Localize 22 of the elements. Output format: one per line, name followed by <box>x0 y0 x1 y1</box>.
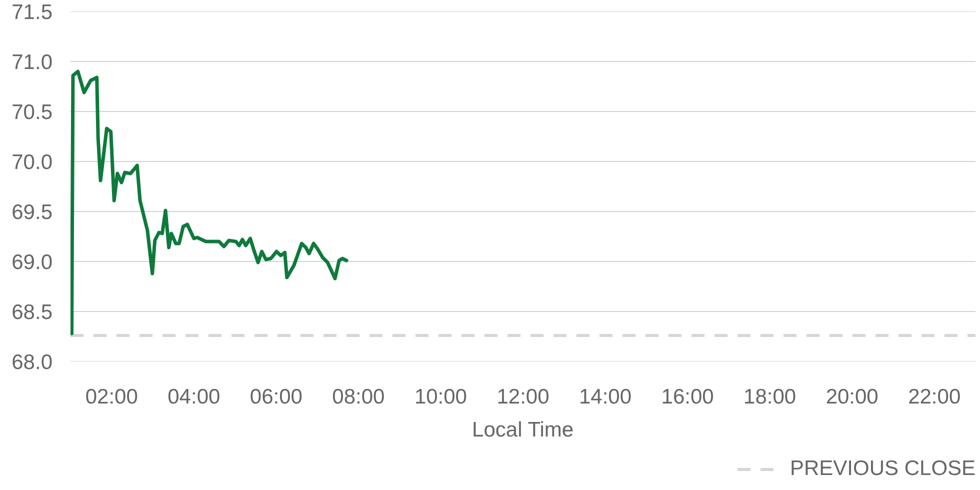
y-tick-label: 69.0 <box>12 251 53 274</box>
x-tick-label: 20:00 <box>826 386 878 408</box>
x-tick-label: 08:00 <box>332 386 385 408</box>
x-tick-label: 10:00 <box>414 386 468 408</box>
y-tick-label: 70.5 <box>12 101 53 124</box>
x-tick-label: 12:00 <box>496 386 550 408</box>
x-tick-label: 02:00 <box>85 386 138 408</box>
y-tick-label: 70.0 <box>12 151 53 174</box>
y-tick-label: 68.0 <box>12 351 53 374</box>
x-tick-label: 04:00 <box>168 386 220 408</box>
x-tick-label: 06:00 <box>250 386 302 408</box>
x-tick-label: 22:00 <box>908 386 961 408</box>
x-tick-label: 14:00 <box>578 386 632 408</box>
x-axis-title: Local Time <box>472 418 574 442</box>
x-tick-label: 16:00 <box>661 386 714 408</box>
x-tick-label: 18:00 <box>744 386 796 408</box>
y-tick-label: 71.0 <box>12 51 53 74</box>
line-series <box>70 70 348 336</box>
y-tick-label: 69.5 <box>12 201 53 224</box>
legend-label: PREVIOUS CLOSE <box>790 456 976 480</box>
y-tick-label: 68.5 <box>12 301 53 324</box>
y-tick-label: 71.5 <box>12 1 53 24</box>
